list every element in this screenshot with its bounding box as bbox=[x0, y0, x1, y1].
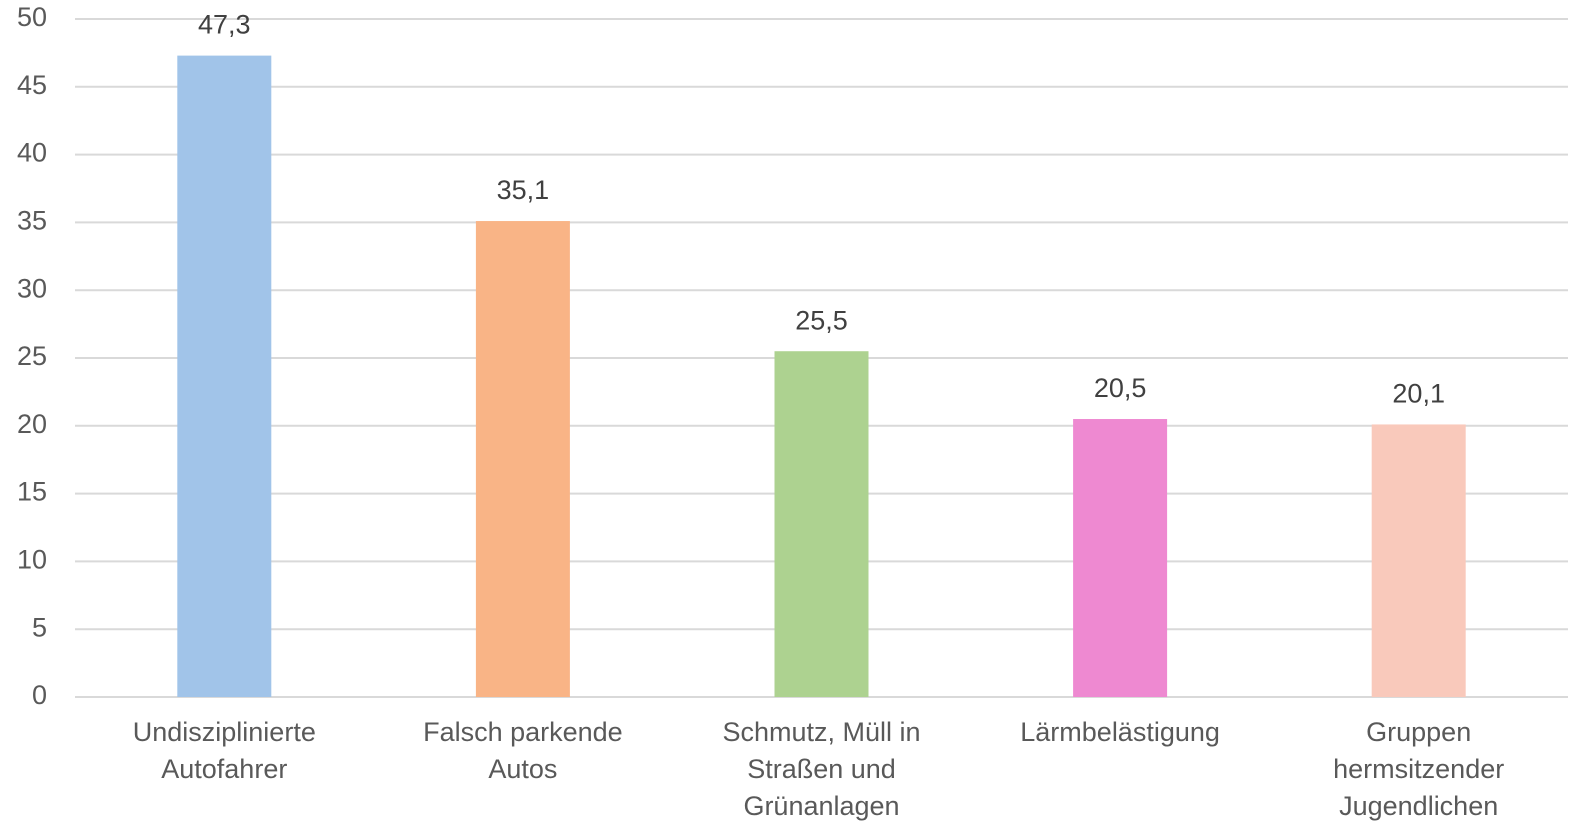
value-label: 25,5 bbox=[795, 305, 848, 335]
y-tick-label: 40 bbox=[17, 138, 47, 168]
y-tick-label: 30 bbox=[17, 273, 47, 303]
y-tick-label: 10 bbox=[17, 545, 47, 575]
bar bbox=[774, 351, 869, 697]
bar bbox=[475, 221, 570, 697]
value-label: 20,1 bbox=[1392, 379, 1445, 409]
y-tick-label: 25 bbox=[17, 341, 47, 371]
y-tick-label: 20 bbox=[17, 409, 47, 439]
y-tick-label: 15 bbox=[17, 477, 47, 507]
value-label: 47,3 bbox=[198, 10, 251, 40]
x-tick-label: Lärmbelästigung bbox=[1020, 717, 1220, 747]
y-tick-label: 45 bbox=[17, 70, 47, 100]
x-tick-label: Schmutz, Müll in Straßen und Grünanlagen bbox=[722, 717, 921, 821]
x-tick-label: Gruppen hermsitzender Jugendlichen bbox=[1333, 717, 1505, 821]
y-tick-label: 50 bbox=[17, 2, 47, 32]
y-tick-label: 35 bbox=[17, 206, 47, 236]
y-tick-label: 5 bbox=[32, 612, 47, 642]
y-tick-label: 0 bbox=[32, 680, 47, 710]
value-label: 20,5 bbox=[1094, 373, 1147, 403]
x-tick-label: Undisziplinierte Autofahrer bbox=[132, 717, 316, 784]
x-tick-label: Falsch parkende Autos bbox=[423, 717, 623, 784]
bar bbox=[1371, 424, 1466, 697]
bar bbox=[1073, 419, 1168, 697]
bar bbox=[177, 55, 272, 697]
value-label: 35,1 bbox=[497, 175, 550, 205]
